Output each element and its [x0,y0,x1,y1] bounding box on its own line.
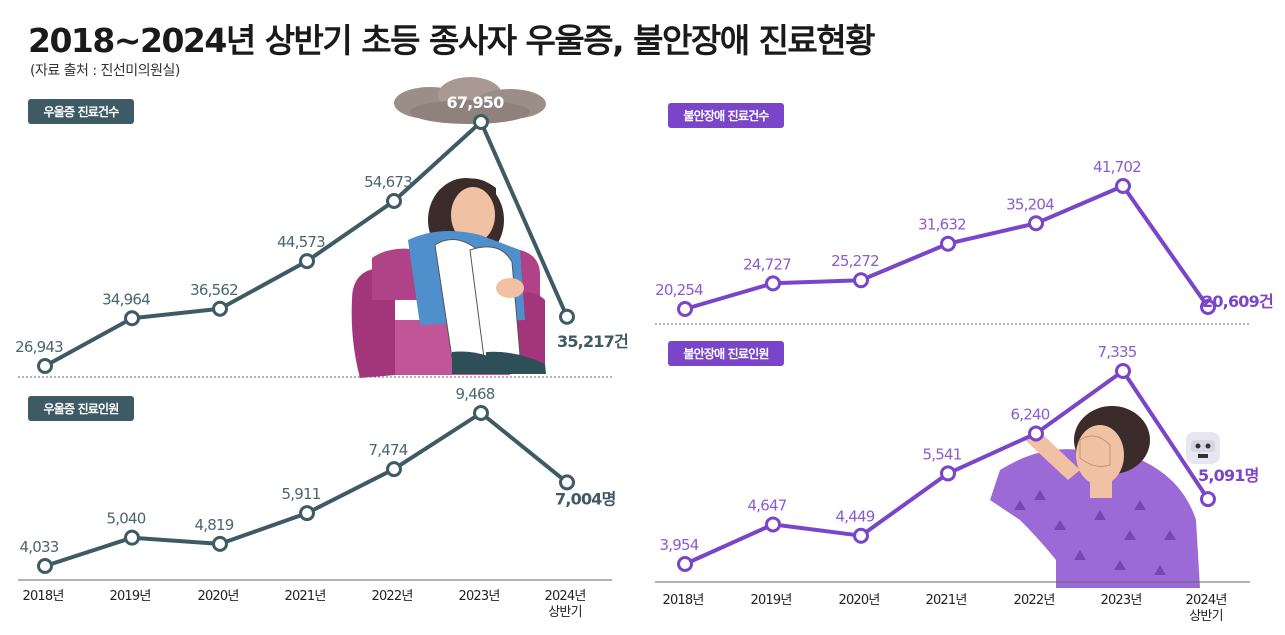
data-label: 4,647 [748,496,787,514]
data-label: 4,449 [836,508,875,526]
data-label: 5,091명 [1198,466,1259,485]
x-tick-label: 2018년 [22,589,63,604]
data-point [1115,363,1131,379]
data-label: 20,254 [655,281,703,299]
x-tick-label: 2019년 [109,589,150,604]
sad-person-illustration [351,178,546,378]
woman-headache-illustration [990,406,1200,588]
data-point [386,461,402,478]
data-label: 41,702 [1093,158,1141,176]
chart-badge [28,99,134,124]
data-label: 5,541 [923,445,962,463]
data-point [1115,178,1131,194]
data-label: 4,819 [195,516,234,534]
data-label: 6,240 [1011,406,1050,424]
data-label: 34,964 [102,290,150,308]
data-label: 54,673 [364,173,412,191]
data-label: 5,040 [107,510,146,528]
x-tick-label: 2024년 [544,589,585,604]
source-note: (자료 출처 : 진선미의원실) [30,63,180,79]
chart-badge [668,103,784,128]
stress-face-icon [1186,432,1220,464]
chart-badge-label: 우울증 진료건수 [43,104,119,119]
x-tick-sublabel: 상반기 [548,605,581,620]
data-point [212,535,228,552]
x-tick-label: 2019년 [750,593,791,608]
data-label: 7,474 [369,441,408,459]
x-tick-label: 2022년 [371,589,412,604]
chart-badge-label: 불안장애 진료건수 [683,108,769,123]
data-point [677,556,693,572]
data-point [1028,425,1044,442]
x-tick-label: 2020년 [838,593,879,608]
chart-panel-2: 우울증 진료인원 4,033 5,040 4,819 5,911 7,474 9,468 7,… [20,385,616,574]
data-point [299,505,315,522]
data-label: 3,954 [660,536,699,554]
data-point [853,527,869,544]
x-tick-label: 2018년 [662,593,703,608]
data-label: 67,950 [447,93,505,112]
x-tick-sublabel: 상반기 [1189,609,1222,624]
data-point [1200,491,1216,508]
chart-badge [28,396,134,421]
x-tick-label: 2021년 [284,589,325,604]
data-point [386,193,402,210]
data-label: 24,727 [743,255,791,273]
x-tick-label: 2023년 [1100,593,1141,608]
data-point [940,465,956,482]
data-point [37,358,53,374]
data-label: 26,943 [15,338,63,356]
x-tick-label: 2022년 [1013,593,1054,608]
x-tick-label: 2024년 [1185,593,1226,608]
data-label: 4,033 [20,538,59,556]
data-label: 36,562 [190,281,238,299]
chart-panel-1: 우울증 진료건수 26,943 34,964 36,562 44,573 54,673 67… [15,93,629,374]
page-title: 2018~2024년 상반기 초등 종사자 우울증, 불안장애 진료현황 [28,21,876,60]
data-point [677,301,693,317]
chart-badge [668,341,784,366]
data-label: 35,204 [1006,195,1054,213]
data-point [853,272,869,289]
data-point [37,558,53,574]
chart-badge-label: 불안장애 진료인원 [683,346,768,361]
data-point [1200,298,1216,315]
data-point [473,114,489,130]
data-point [559,308,575,325]
chart-panel-3: 불안장애 진료건수 20,254 24,727 25,272 31,632 35,204 4… [655,103,1274,317]
data-label: 31,632 [918,216,966,234]
chart-panel-4: 불안장애 진료인원 3,954 4,647 4,449 5,541 6,240 7,335 5… [660,341,1259,572]
data-point [559,474,575,491]
data-label: 35,217건 [557,332,628,351]
x-tick-label: 2023년 [458,589,499,604]
data-point [1028,215,1044,232]
data-point [124,529,140,546]
data-point [212,300,228,317]
data-point [473,405,489,421]
data-label: 44,573 [277,233,325,251]
x-tick-label: 2020년 [197,589,238,604]
data-point [299,253,315,270]
data-label: 5,911 [282,485,321,503]
data-point [765,275,781,292]
data-label: 20,609건 [1202,292,1273,311]
data-label: 7,004명 [555,489,616,508]
chart-badge-label: 우울증 진료인원 [43,401,118,416]
data-point [124,310,140,327]
data-point [940,235,956,252]
data-point [765,516,781,533]
data-label: 9,468 [456,385,495,403]
x-tick-label: 2021년 [925,593,966,608]
cloud-illustration [394,77,546,124]
data-label: 7,335 [1098,343,1137,361]
data-label: 25,272 [831,252,879,270]
